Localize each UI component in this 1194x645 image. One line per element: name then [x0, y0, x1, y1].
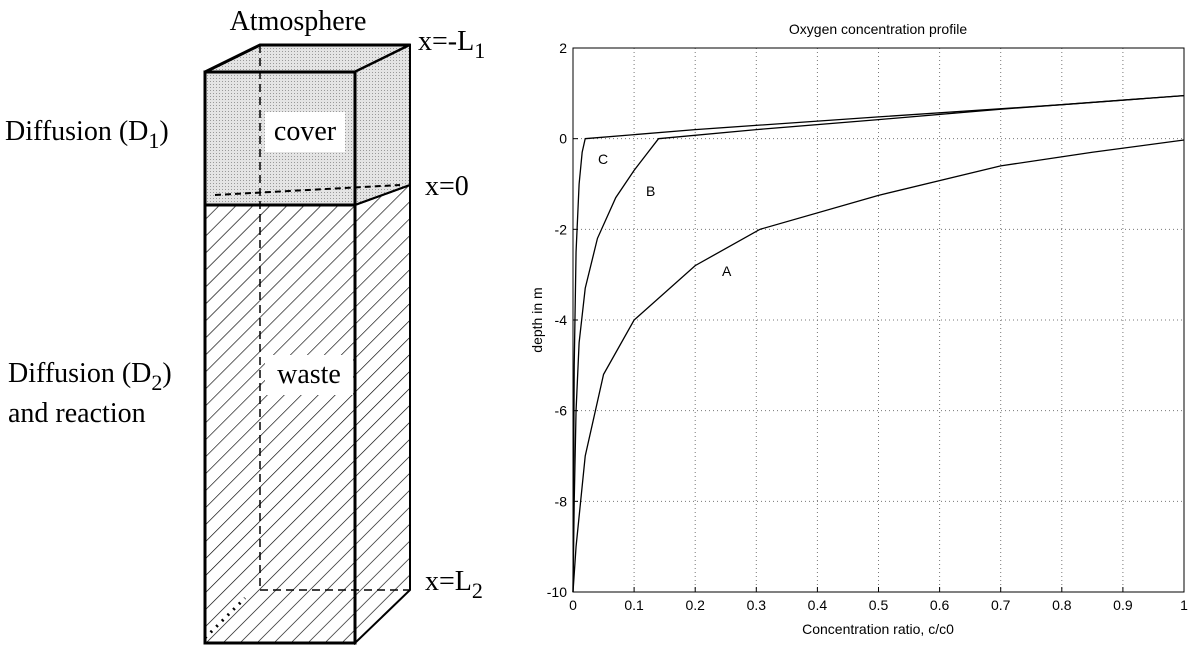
x-tick-label: 1	[1180, 597, 1188, 613]
subscript: 1	[474, 38, 485, 63]
x-tick-label: 0.5	[869, 597, 889, 613]
cover-side	[354, 43, 411, 207]
x-tick-label: 0	[569, 597, 577, 613]
waste-side	[354, 183, 411, 645]
waste-front	[203, 203, 357, 645]
y-tick-label: -8	[555, 493, 568, 509]
series-label: B	[646, 183, 655, 199]
line	[572, 94, 1185, 593]
y-tick-label: -10	[547, 584, 567, 600]
line	[572, 139, 1185, 593]
label-text: Diffusion (D	[8, 358, 151, 389]
label-text: )	[162, 358, 171, 389]
label-bg	[265, 112, 345, 152]
series-label: C	[598, 151, 608, 167]
series-label: A	[722, 263, 732, 279]
y-tick-label: -2	[555, 221, 568, 237]
x-tick-label: 0.4	[808, 597, 828, 613]
boundary-label: x=-L1	[418, 26, 485, 63]
label-text: )	[159, 116, 168, 147]
atmosphere: Atmosphere	[230, 6, 367, 37]
y-tick-label: -4	[555, 312, 568, 328]
chart: Oxygen concentration profile Concentrati…	[529, 21, 1188, 637]
boundary-label: x=L2	[425, 566, 483, 603]
y-tick-label: -6	[555, 403, 568, 419]
label-text: x=L	[425, 566, 472, 597]
waste-label: waste	[277, 359, 341, 390]
x-tick-label: 0.2	[685, 597, 705, 613]
process-label: Diffusion (D2)	[8, 358, 172, 395]
x-tick-label: 0.7	[991, 597, 1011, 613]
y-axis-label: depth in m	[529, 287, 545, 352]
interface	[214, 184, 401, 196]
y-tick-label: 0	[559, 131, 567, 147]
subscript: 1	[148, 128, 159, 153]
hidden-edge	[203, 596, 247, 640]
boundary-label: x=0	[425, 171, 469, 202]
label-bg	[265, 355, 353, 395]
x-tick-label: 0.9	[1113, 597, 1133, 613]
x-tick-label: 0.3	[747, 597, 767, 613]
subscript: 2	[472, 578, 483, 603]
x-axis-label: Concentration ratio, c/c0	[802, 621, 954, 637]
label-text: Diffusion (D	[5, 116, 148, 147]
diagram	[203, 43, 411, 645]
process-label: and reaction	[8, 398, 146, 429]
x-tick-label: 0.6	[930, 597, 950, 613]
x-tick-label: 0.1	[624, 597, 644, 613]
y-tick-label: 2	[559, 40, 567, 56]
chart-title: Oxygen concentration profile	[789, 21, 967, 37]
plot-frame	[572, 47, 1185, 593]
cover-label: cover	[274, 116, 337, 147]
subscript: 2	[151, 370, 162, 395]
label-text: x=-L	[418, 26, 474, 57]
x-tick-label: 0.8	[1052, 597, 1072, 613]
line	[572, 94, 1185, 593]
diagram-labels: Atmosphere x=-L1 x=0 x=L2 Diffusion (D1)…	[5, 6, 485, 603]
process-label: Diffusion (D1)	[5, 116, 169, 153]
